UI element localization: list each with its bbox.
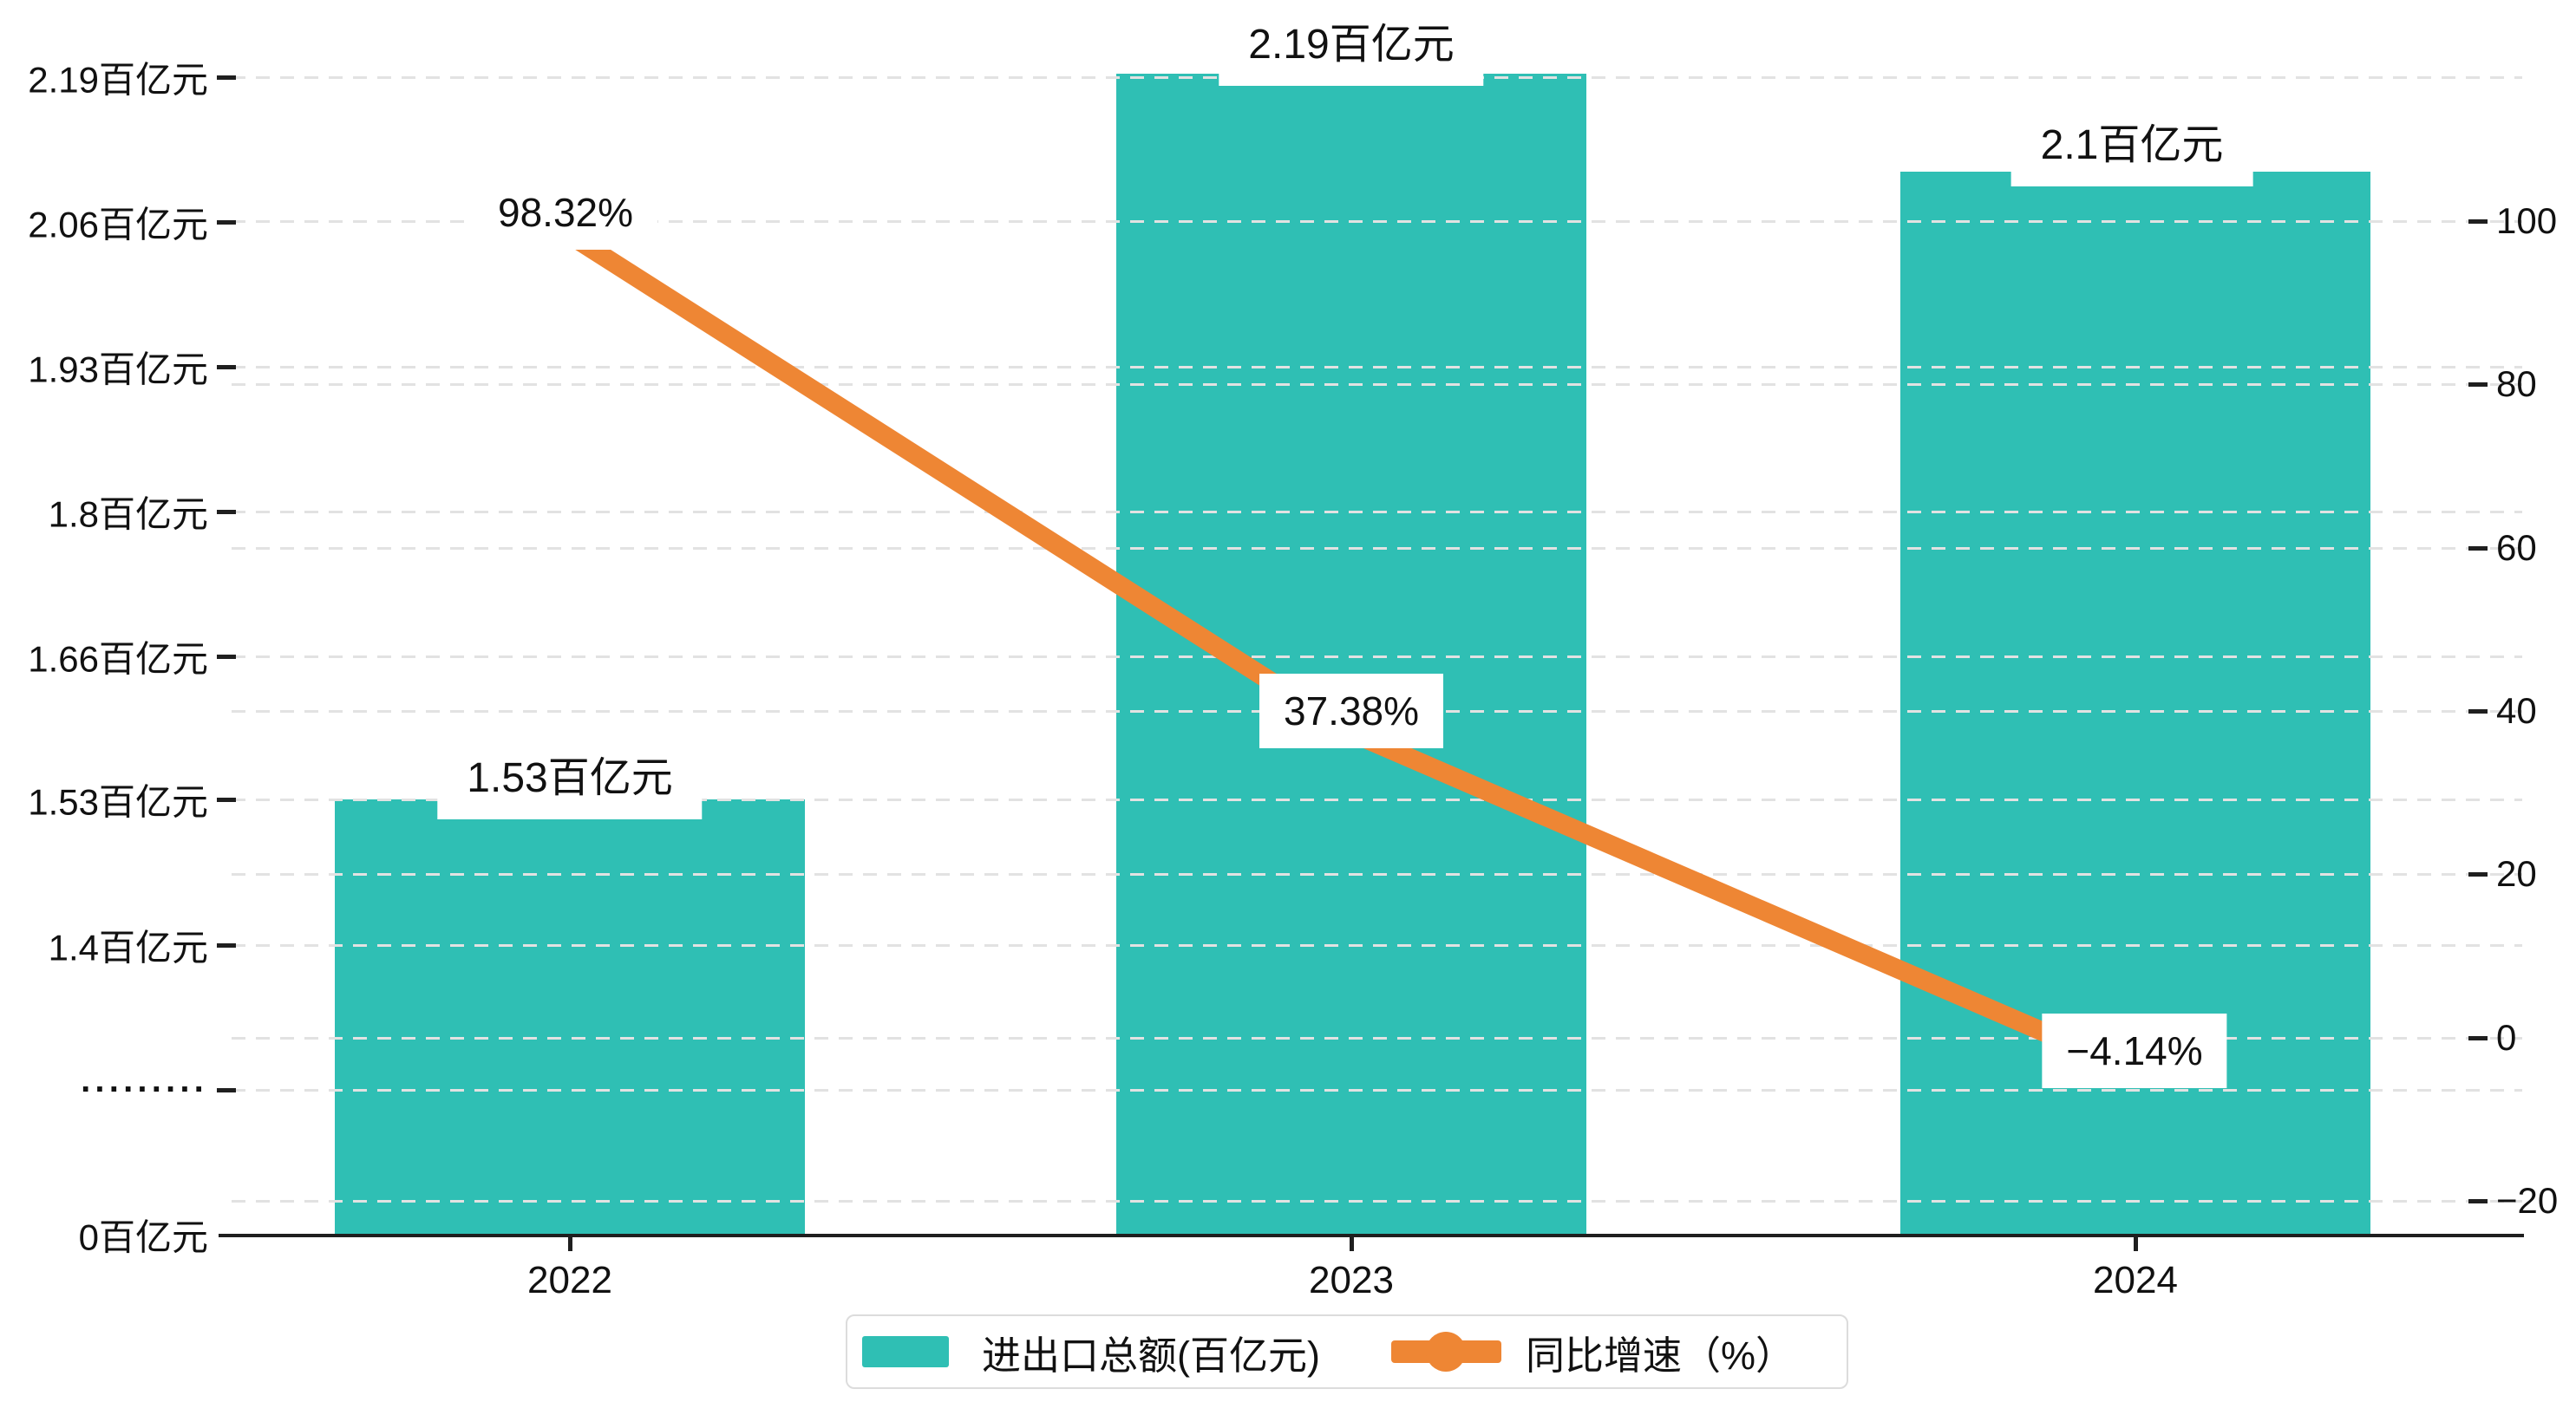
y-right-tick-40: 40	[2496, 690, 2537, 731]
legend-item-line-series[interactable]: 同比增速（%）	[1320, 1324, 1795, 1380]
y-left-tick-2-06: 2.06百亿元	[28, 204, 208, 245]
y-right-tickmark	[2468, 546, 2488, 551]
legend: 进出口总额(百亿元) 同比增速（%）	[846, 1314, 1848, 1389]
bar-series-swatch-icon	[862, 1336, 949, 1367]
y-right-tick-60: 60	[2496, 527, 2537, 568]
line-series-marker-icon	[1390, 1331, 1501, 1373]
y-left-tick-1-66: 1.66百亿元	[28, 638, 208, 680]
line-value-label-2023: 37.38%	[1259, 674, 1444, 748]
bar-value-label-2024: 2.1百亿元	[2010, 105, 2253, 186]
y-right-tickmark	[2468, 219, 2488, 224]
gridline	[232, 873, 2522, 876]
y-left-tick-1-4: 1.4百亿元	[48, 927, 208, 968]
line-value-label-2022: 98.32%	[473, 175, 658, 250]
y-left-tickmark	[217, 798, 236, 802]
bar-value-label-2022: 1.53百亿元	[437, 738, 703, 819]
gridline	[232, 655, 2522, 658]
line-value-label-2024: −4.14%	[2042, 1014, 2227, 1088]
gridline	[232, 366, 2522, 368]
x-axis-line	[219, 1234, 2524, 1237]
x-tickmark	[2134, 1237, 2138, 1251]
y-right-tickmark	[2468, 1036, 2488, 1040]
legend-label-line-series: 同比增速（%）	[1525, 1333, 1795, 1378]
y-left-tick-0: 0百亿元	[78, 1216, 208, 1258]
y-right-tick-80: 80	[2496, 363, 2537, 404]
y-left-tick-1-53: 1.53百亿元	[28, 781, 208, 823]
y-left-tickmark	[217, 943, 236, 948]
y-right-tick-20: 20	[2496, 853, 2537, 894]
gridline	[232, 944, 2522, 947]
y-left-tickmark	[217, 1088, 236, 1092]
y-right-tickmark	[2468, 1199, 2488, 1203]
y-right-tick-0: 0	[2496, 1017, 2517, 1058]
y-left-axis-break-dots: ·········	[81, 1070, 208, 1109]
y-left-tickmark	[217, 365, 236, 369]
x-label-2024: 2024	[2093, 1259, 2178, 1301]
y-left-tickmark	[217, 510, 236, 514]
y-right-tickmark	[2468, 872, 2488, 877]
gridline	[232, 383, 2522, 386]
gridline	[232, 1089, 2522, 1092]
y-right-tickmark	[2468, 709, 2488, 714]
y-left-tick-1-8: 1.8百亿元	[48, 493, 208, 535]
gridline	[232, 511, 2522, 513]
gridline	[232, 1200, 2522, 1203]
y-left-tickmark	[217, 220, 236, 225]
y-right-tickmark	[2468, 382, 2488, 387]
x-label-2023: 2023	[1309, 1259, 1394, 1301]
x-tickmark	[568, 1237, 572, 1251]
y-left-tickmark	[217, 655, 236, 659]
y-left-tick-1-93: 1.93百亿元	[28, 349, 208, 390]
bar-2022[interactable]	[335, 799, 805, 1236]
y-right-tick-100: 100	[2496, 200, 2558, 241]
x-label-2022: 2022	[527, 1259, 612, 1301]
legend-item-bar-series[interactable]: 进出口总额(百亿元)	[862, 1324, 1320, 1380]
bar-value-label-2023: 2.19百亿元	[1219, 4, 1484, 86]
legend-label-bar-series: 进出口总额(百亿元)	[982, 1333, 1320, 1378]
y-left-tickmark	[217, 75, 236, 80]
gridline	[232, 547, 2522, 550]
y-left-tick-2-19: 2.19百亿元	[28, 59, 208, 101]
y-right-tick-neg20: −20	[2496, 1180, 2559, 1221]
x-tickmark	[1350, 1237, 1354, 1251]
bar-2023[interactable]	[1116, 74, 1586, 1236]
gridline	[232, 220, 2522, 223]
